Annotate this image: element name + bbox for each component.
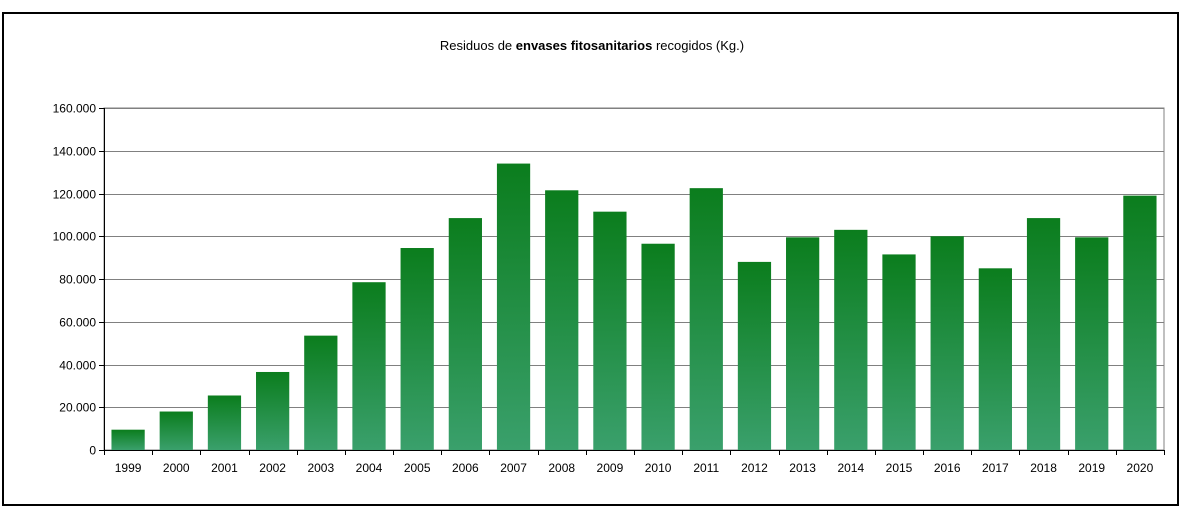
bar-1999 (111, 429, 145, 450)
x-tick-label: 2019 (1078, 461, 1105, 475)
y-tick-label: 100.000 (53, 230, 97, 244)
bars (111, 163, 1157, 450)
y-tick-label: 160.000 (53, 102, 97, 116)
y-tick-label: 20.000 (59, 401, 96, 415)
x-tick-label: 2014 (837, 461, 864, 475)
bar-2009 (593, 211, 627, 450)
bar-2008 (545, 190, 579, 450)
bar-2007 (496, 163, 531, 450)
bar-2010 (641, 243, 675, 450)
bar-2005 (400, 248, 434, 450)
y-tick-label: 0 (89, 444, 96, 458)
bar-2003 (304, 335, 338, 450)
chart-title: Residuos de envases fitosanitarios recog… (439, 38, 745, 53)
bar-2000 (159, 411, 193, 450)
x-tick-label: 2001 (211, 461, 238, 475)
y-tick-label: 140.000 (53, 145, 97, 159)
bar-2018 (1026, 218, 1061, 450)
bar-2001 (207, 395, 242, 450)
bar-2004 (352, 282, 386, 450)
bar-2006 (448, 218, 482, 450)
x-tick-label: 2017 (982, 461, 1009, 475)
x-tick-label: 2013 (789, 461, 816, 475)
x-tick-label: 2004 (356, 461, 383, 475)
bar-2015 (882, 254, 916, 450)
x-tick-label: 2016 (934, 461, 961, 475)
bar-2014 (834, 229, 868, 450)
x-tick-label: 2010 (645, 461, 672, 475)
x-tick-label: 2008 (548, 461, 575, 475)
bar-2019 (1075, 237, 1109, 450)
bar-2002 (256, 371, 290, 450)
bar-2016 (930, 236, 964, 450)
x-tick-label: 2007 (500, 461, 527, 475)
y-tick-label: 80.000 (59, 273, 96, 287)
y-tick-label: 60.000 (59, 316, 96, 330)
bar-2011 (689, 188, 723, 450)
bar-2013 (786, 237, 820, 450)
axes: 0 20.000 40.000 60.000 80.000 100.000 120.000 1… (53, 102, 1165, 475)
x-tick-label: 2006 (452, 461, 479, 475)
x-tick-label: 2020 (1127, 461, 1154, 475)
bar-2017 (978, 268, 1012, 450)
x-tick-label: 1999 (115, 461, 142, 475)
x-tick-label: 2011 (693, 461, 719, 475)
x-tick-label: 2009 (597, 461, 624, 475)
y-tick-label: 40.000 (59, 359, 96, 373)
x-tick-label: 2018 (1030, 461, 1057, 475)
x-tick-label: 2002 (259, 461, 286, 475)
x-tick-label: 2005 (404, 461, 431, 475)
bar-2012 (737, 261, 772, 450)
x-tick-label: 2012 (741, 461, 768, 475)
x-tick-label: 2000 (163, 461, 190, 475)
bar-2020 (1123, 195, 1157, 450)
x-tick-label: 2015 (886, 461, 913, 475)
y-tick-label: 120.000 (53, 188, 97, 202)
x-tick-label: 2003 (307, 461, 334, 475)
